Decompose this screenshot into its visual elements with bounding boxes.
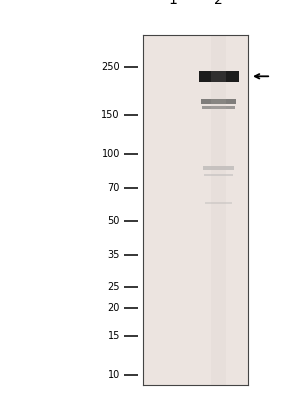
- Bar: [205, 202, 232, 204]
- Text: 15: 15: [108, 331, 120, 341]
- Bar: [199, 71, 239, 82]
- Bar: [204, 174, 233, 176]
- Text: 100: 100: [102, 149, 120, 159]
- Bar: [201, 99, 237, 104]
- Text: 2: 2: [214, 0, 223, 7]
- Text: 20: 20: [108, 303, 120, 313]
- Text: 1: 1: [168, 0, 177, 7]
- Bar: [202, 106, 235, 109]
- Bar: [203, 166, 234, 170]
- Text: 25: 25: [107, 282, 120, 292]
- Text: 35: 35: [108, 250, 120, 260]
- Bar: [211, 35, 226, 385]
- Text: 10: 10: [108, 370, 120, 380]
- Text: 70: 70: [108, 183, 120, 193]
- Text: 150: 150: [101, 110, 120, 120]
- Text: 50: 50: [108, 216, 120, 226]
- Text: 250: 250: [101, 62, 120, 72]
